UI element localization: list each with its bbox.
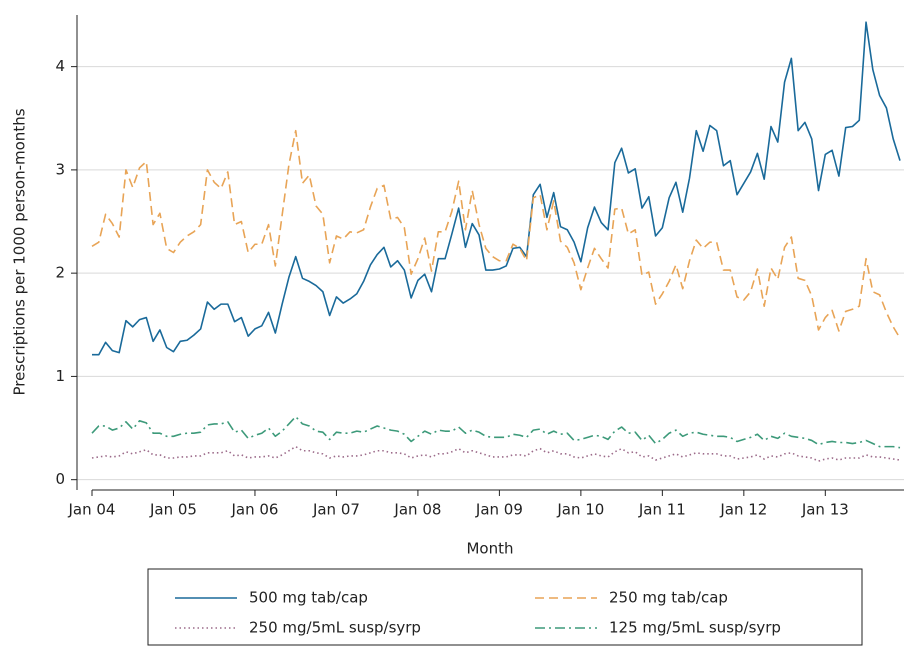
x-tick-label: Jan 13 — [801, 501, 849, 519]
x-tick-label: Jan 04 — [68, 501, 116, 519]
y-tick-label: 0 — [55, 470, 65, 488]
y-tick-label: 1 — [55, 367, 65, 385]
y-tick-label: 4 — [55, 57, 65, 75]
legend-label: 250 mg tab/cap — [609, 589, 728, 607]
x-tick-label: Jan 11 — [638, 501, 686, 519]
legend-box — [147, 568, 863, 646]
x-tick-label: Jan 07 — [312, 501, 360, 519]
x-tick-label: Jan 08 — [393, 501, 441, 519]
y-axis-label: Prescriptions per 1000 person-months — [11, 108, 29, 395]
series-line — [91, 445, 901, 462]
series-line — [92, 21, 901, 356]
x-tick-label: Jan 09 — [475, 501, 523, 519]
y-tick-label: 2 — [55, 264, 65, 282]
y-tick-label: 3 — [55, 160, 65, 178]
x-tick-label: Jan 05 — [149, 501, 197, 519]
x-axis-label: Month — [466, 540, 513, 558]
legend-label: 125 mg/5mL susp/syrp — [609, 619, 781, 637]
series-line — [91, 129, 901, 339]
legend-label: 250 mg/5mL susp/syrp — [249, 619, 421, 637]
x-tick-label: Jan 06 — [230, 501, 278, 519]
x-tick-label: Jan 10 — [556, 501, 604, 519]
legend-label: 500 mg tab/cap — [249, 589, 368, 607]
x-tick-label: Jan 12 — [719, 501, 767, 519]
series-line — [91, 415, 901, 449]
